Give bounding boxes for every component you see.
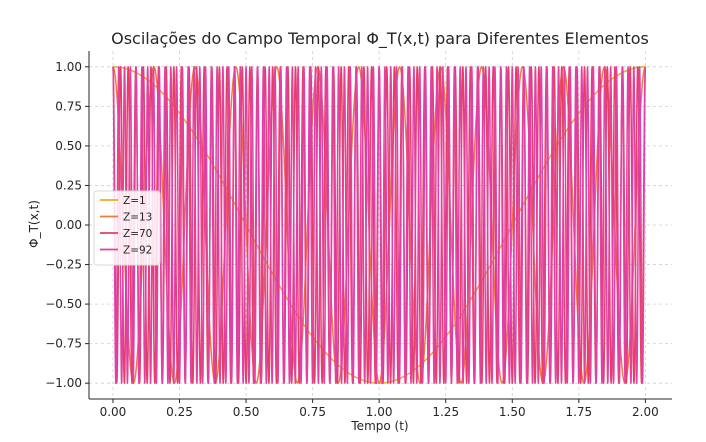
y-tick-label: 0.00 bbox=[55, 218, 82, 232]
legend-box bbox=[93, 190, 161, 266]
y-tick-label: 0.75 bbox=[55, 99, 82, 113]
y-tick-label: 1.00 bbox=[55, 60, 82, 74]
series-lines bbox=[112, 66, 647, 384]
y-tick-label: 0.25 bbox=[55, 178, 82, 192]
x-axis-ticks: 0.00 0.25 0.50 0.75 1.00 1.25 1.50 1.75 2.00 bbox=[100, 399, 659, 419]
x-tick-label: 1.00 bbox=[366, 405, 393, 419]
x-tick-label: 1.25 bbox=[432, 405, 459, 419]
legend-label-z-70: Z=70 bbox=[123, 228, 152, 240]
legend-label-z-92: Z=92 bbox=[123, 244, 152, 256]
y-tick-label: −0.50 bbox=[45, 297, 82, 311]
y-tick-label: −0.25 bbox=[45, 258, 82, 272]
x-tick-label: 2.00 bbox=[632, 405, 659, 419]
y-tick-label: 0.50 bbox=[55, 139, 82, 153]
legend-label-z-13: Z=13 bbox=[123, 211, 152, 223]
x-axis-label: Tempo (t) bbox=[350, 419, 408, 433]
y-axis-label: Φ_T(x,t) bbox=[27, 200, 41, 248]
legend: Z=1 Z=13 Z=70 Z=92 bbox=[93, 190, 161, 266]
y-tick-label: −1.00 bbox=[45, 376, 82, 390]
y-tick-label: −0.75 bbox=[45, 337, 82, 351]
legend-label-z-1: Z=1 bbox=[123, 195, 146, 207]
x-tick-label: 0.25 bbox=[166, 405, 193, 419]
chart-title: Oscilações do Campo Temporal Φ_T(x,t) pa… bbox=[111, 29, 649, 49]
x-tick-label: 1.50 bbox=[499, 405, 526, 419]
y-axis-ticks: −1.00 −0.75 −0.50 −0.25 0.00 0.25 0.50 0.75 1.00 bbox=[45, 60, 89, 390]
series-line-z-13 bbox=[112, 66, 647, 384]
x-tick-label: 0.50 bbox=[233, 405, 260, 419]
series-line-z-92 bbox=[112, 66, 647, 384]
x-tick-label: 0.00 bbox=[100, 405, 127, 419]
x-tick-label: 1.75 bbox=[565, 405, 592, 419]
x-tick-label: 0.75 bbox=[299, 405, 326, 419]
